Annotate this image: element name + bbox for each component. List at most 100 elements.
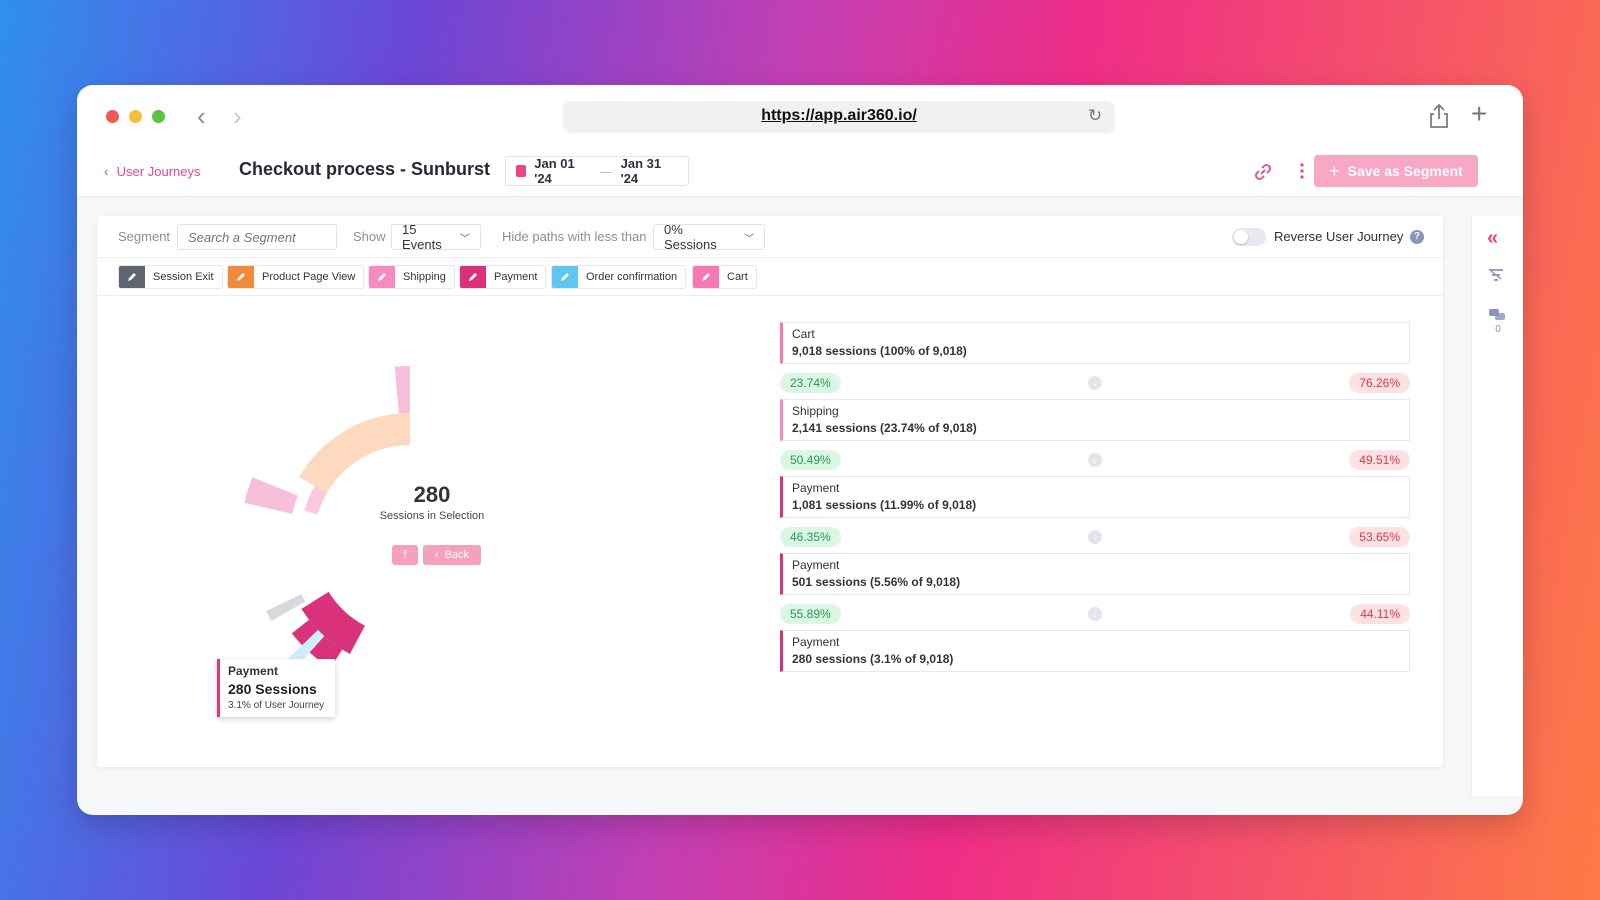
address-bar[interactable]: https://app.air360.io/ ↻: [563, 101, 1115, 133]
arrow-down-icon: ↓: [1088, 607, 1102, 621]
browser-chrome: ‹ › https://app.air360.io/ ↻ +: [77, 85, 1523, 147]
right-rail: « 0: [1471, 216, 1523, 796]
chevron-down-icon: ﹀: [744, 233, 754, 245]
share-icon[interactable]: [1428, 103, 1450, 129]
zoom-out-button[interactable]: ⤒: [392, 545, 418, 565]
chevron-left-icon: ‹: [104, 163, 109, 179]
step-sessions: 501 sessions (5.56% of 9,018): [792, 575, 961, 589]
sunburst-arc-shipping[interactable]: [304, 486, 327, 515]
dropped-rate: 49.51%: [1349, 450, 1410, 470]
legend-item-payment[interactable]: Payment: [459, 265, 547, 289]
events-count-dropdown[interactable]: 15 Events ﹀: [391, 222, 481, 252]
comments-count: 0: [1495, 324, 1501, 335]
filter-toolbar: Segment Show 15 Events ﹀ Hide paths with…: [97, 216, 1443, 258]
save-as-segment-label: Save as Segment: [1347, 163, 1463, 179]
legend-item-cart[interactable]: Cart: [692, 265, 757, 289]
tooltip-share: 3.1% of User Journey: [228, 700, 325, 711]
tooltip-title: Payment: [228, 664, 279, 678]
browser-window: ‹ › https://app.air360.io/ ↻ + ‹ User Jo…: [77, 85, 1523, 815]
back-label: Back: [444, 549, 470, 561]
step-sessions: 280 sessions (3.1% of 9,018): [792, 652, 954, 666]
forward-arrow-icon[interactable]: ›: [233, 101, 242, 131]
step-sessions: 1,081 sessions (11.99% of 9,018): [792, 498, 977, 512]
date-from: Jan 01 '24: [534, 156, 575, 186]
save-as-segment-button[interactable]: + Save as Segment: [1314, 155, 1478, 187]
reload-icon[interactable]: ↻: [1087, 106, 1103, 125]
pencil-icon[interactable]: [228, 266, 254, 288]
arrow-down-icon: ↓: [1088, 530, 1102, 544]
legend-label: Payment: [494, 271, 538, 283]
date-separator: —: [599, 163, 613, 179]
conversion-row: 55.89% ↓ 44.11%: [780, 604, 1410, 624]
hide-paths-value: 0% Sessions: [664, 222, 717, 252]
close-window-button[interactable]: [106, 110, 119, 123]
step-name: Shipping: [792, 404, 839, 418]
pencil-icon[interactable]: [552, 266, 578, 288]
continued-rate: 23.74%: [780, 373, 841, 393]
step-card[interactable]: Payment 501 sessions (5.56% of 9,018): [780, 553, 1410, 595]
step-card[interactable]: Shipping 2,141 sessions (23.74% of 9,018…: [780, 399, 1410, 441]
segment-label: Segment: [118, 229, 171, 244]
toggle-knob: [1234, 230, 1248, 244]
continued-rate: 55.89%: [780, 604, 841, 624]
maximize-window-button[interactable]: [152, 110, 165, 123]
segment-search-input[interactable]: [177, 224, 337, 250]
sunburst-arc-cart-spike[interactable]: [394, 366, 410, 414]
pencil-icon[interactable]: [369, 266, 395, 288]
step-card[interactable]: Payment 1,081 sessions (11.99% of 9,018): [780, 476, 1410, 518]
dropped-rate: 53.65%: [1349, 527, 1410, 547]
comments-icon[interactable]: [1488, 308, 1506, 322]
legend-item-shipping[interactable]: Shipping: [368, 265, 455, 289]
sunburst-arc-payment[interactable]: [301, 591, 365, 655]
breadcrumb[interactable]: ‹ User Journeys: [104, 163, 200, 179]
reverse-journey-toggle[interactable]: [1232, 228, 1266, 246]
legend-item-order-confirmation[interactable]: Order confirmation: [551, 265, 687, 289]
dropped-rate: 76.26%: [1349, 373, 1410, 393]
legend-item-session-exit[interactable]: Session Exit: [118, 265, 223, 289]
page-title: Checkout process - Sunburst: [239, 159, 491, 179]
more-options-icon[interactable]: [1299, 161, 1305, 181]
back-button[interactable]: ‹ Back: [423, 545, 481, 565]
collapse-panel-icon[interactable]: «: [1487, 227, 1499, 249]
segment-tooltip: Payment 280 Sessions 3.1% of User Journe…: [217, 659, 335, 717]
sunburst-chart[interactable]: [217, 320, 577, 740]
minimize-window-button[interactable]: [129, 110, 142, 123]
legend-label: Shipping: [403, 271, 446, 283]
chevron-down-icon: ﹀: [460, 233, 470, 245]
new-tab-icon[interactable]: +: [1471, 98, 1488, 129]
conversion-row: 46.35% ↓ 53.65%: [780, 527, 1410, 547]
hide-paths-label: Hide paths with less than: [502, 229, 647, 244]
step-sessions: 2,141 sessions (23.74% of 9,018): [792, 421, 977, 435]
conversion-row: 23.74% ↓ 76.26%: [780, 373, 1410, 393]
sunburst-arc-exit-spike[interactable]: [266, 594, 306, 621]
sunburst-arc-order-spike[interactable]: [287, 629, 325, 668]
pencil-icon[interactable]: [119, 266, 145, 288]
step-name: Payment: [792, 558, 840, 572]
back-arrow-icon[interactable]: ‹: [197, 101, 206, 131]
link-icon[interactable]: [1253, 163, 1273, 181]
breadcrumb-label[interactable]: User Journeys: [116, 163, 201, 179]
url-text[interactable]: https://app.air360.io/: [761, 107, 917, 124]
reverse-journey-label: Reverse User Journey: [1274, 229, 1404, 244]
pencil-icon[interactable]: [460, 266, 486, 288]
sunburst-center: [344, 475, 476, 607]
help-icon[interactable]: ?: [1410, 230, 1424, 244]
step-card[interactable]: Cart 9,018 sessions (100% of 9,018): [780, 322, 1410, 364]
event-legend: Session Exit Product Page View Shipping …: [97, 258, 1443, 296]
center-session-count: 280: [413, 482, 451, 507]
date-range-picker[interactable]: Jan 01 '24 — Jan 31 '24: [505, 156, 689, 186]
pencil-icon[interactable]: [693, 266, 719, 288]
filter-list-icon[interactable]: [1488, 268, 1504, 282]
step-card[interactable]: Payment 280 sessions (3.1% of 9,018): [780, 630, 1410, 672]
sunburst-arc-product-page-view[interactable]: [299, 413, 410, 493]
continued-rate: 50.49%: [780, 450, 841, 470]
hide-paths-dropdown[interactable]: 0% Sessions ﹀: [653, 222, 765, 252]
sunburst-arc-shipping-spike[interactable]: [244, 477, 298, 514]
calendar-icon: [516, 165, 527, 177]
arrow-down-icon: ↓: [1088, 376, 1102, 390]
step-name: Cart: [792, 327, 815, 341]
legend-item-product-page-view[interactable]: Product Page View: [227, 265, 365, 289]
legend-label: Product Page View: [262, 271, 356, 283]
date-to: Jan 31 '24: [620, 156, 662, 186]
conversion-row: 50.49% ↓ 49.51%: [780, 450, 1410, 470]
